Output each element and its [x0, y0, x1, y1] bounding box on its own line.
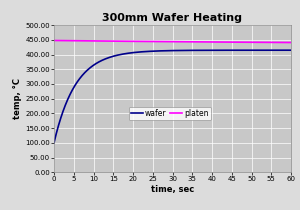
wafer [64, 102, 68, 105]
platen [161, 40, 165, 43]
platen [282, 41, 286, 44]
wafer [52, 142, 56, 144]
wafer [239, 49, 242, 51]
platen [52, 39, 56, 42]
Y-axis label: temp, °C: temp, °C [13, 78, 22, 119]
Title: 300mm Wafer Heating: 300mm Wafer Heating [103, 13, 242, 23]
platen [64, 39, 68, 42]
wafer [282, 49, 286, 51]
X-axis label: time, sec: time, sec [151, 185, 194, 194]
wafer [161, 50, 165, 52]
platen [167, 40, 171, 43]
platen [282, 41, 286, 44]
wafer [289, 49, 293, 51]
Line: wafer: wafer [54, 50, 291, 143]
platen [289, 41, 293, 44]
Legend: wafer, platen: wafer, platen [129, 107, 211, 120]
Line: platen: platen [54, 41, 291, 42]
wafer [167, 49, 171, 52]
platen [239, 41, 242, 43]
wafer [282, 49, 286, 51]
